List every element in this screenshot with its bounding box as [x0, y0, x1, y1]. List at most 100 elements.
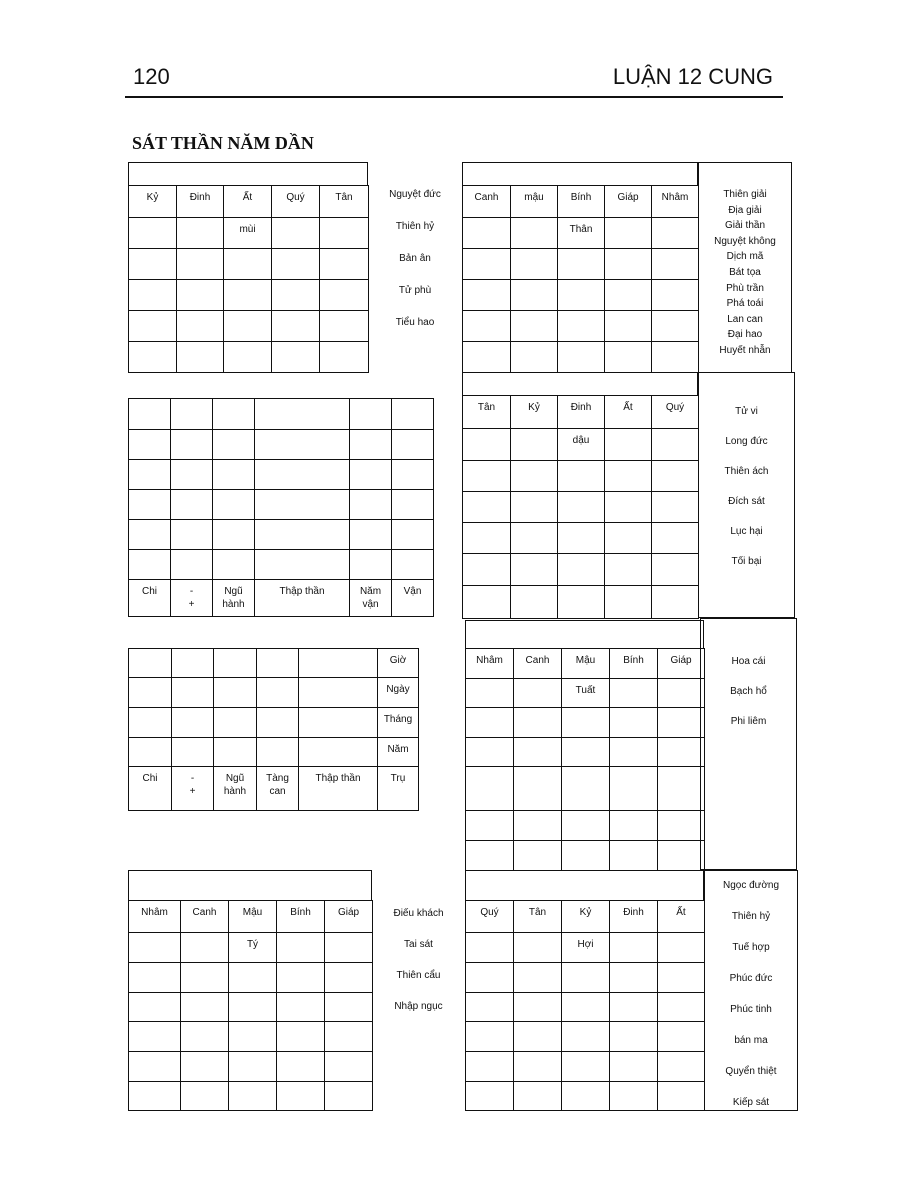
b1-middle-item: Nguyệt đức: [389, 189, 441, 200]
running-title: LUẬN 12 CUNG: [612, 64, 773, 89]
b2-side: Tử vi Long đức Thiên ách Đích sát Lục hại Tối…: [698, 372, 795, 618]
b3-left-cell: [213, 737, 257, 767]
b1-right-top-bar: [462, 162, 698, 186]
b3-left-cell: [171, 737, 214, 767]
b3-left-cell: [128, 648, 172, 678]
b4-middle: Điếu khách Tai sát Thiên cẩu Nhập ngục: [372, 870, 465, 1110]
b3-left-cell: [171, 707, 214, 738]
b3-left-cell: [298, 648, 378, 678]
b2-left-cell: [170, 429, 213, 460]
b4-left-cell: [276, 1051, 325, 1082]
b4-right-cell: [465, 992, 514, 1022]
b3-right-cell: [513, 840, 562, 871]
b1-side-item: Địa giải: [728, 204, 762, 216]
b3-right-cell: [561, 810, 610, 841]
b3-right-cell: [513, 678, 562, 708]
b2-left-cell: [391, 489, 434, 520]
b1-right-cell: Bính: [557, 185, 605, 218]
b4-left-cell: [128, 1051, 181, 1082]
b1-right-cell: [651, 310, 699, 342]
b2-right-cell: [462, 460, 511, 492]
b4-side-item: Tuế hợp: [732, 942, 770, 953]
b1-right-cell: [462, 310, 511, 342]
b2-right-cell: [462, 553, 511, 586]
b1-right-cell: [604, 279, 652, 311]
b4-middle-item: Thiên cẩu: [396, 970, 441, 981]
b3-right-cell: [561, 707, 610, 738]
b1-left-cell: [319, 310, 369, 342]
header-rule: [125, 96, 783, 98]
b2-right-cell: [462, 585, 511, 619]
b4-right-cell: [561, 1051, 610, 1082]
b3-side-item: Phi liêm: [730, 716, 767, 727]
b4-left-cell: Nhâm: [128, 900, 181, 933]
b3-right-cell: [657, 678, 705, 708]
b4-right-cell: Kỷ: [561, 900, 610, 933]
b4-left-cell: [180, 1021, 229, 1052]
b3-left-cell: Giờ: [377, 648, 419, 678]
b2-left-cell: [212, 549, 255, 580]
b4-right-cell: [561, 1081, 610, 1111]
b1-left-cell: [271, 310, 320, 342]
b2-left-cell: [170, 489, 213, 520]
b1-right-cell: [510, 341, 558, 373]
b1-left-cell: [176, 341, 224, 373]
b1-side-item: Đại hao: [727, 329, 763, 341]
b3-right-cell: Canh: [513, 648, 562, 679]
b1-left-cell: [176, 310, 224, 342]
b2-right-cell: Đinh: [557, 395, 605, 429]
b2-right-cell: [510, 491, 558, 523]
b2-left-cell: Vận: [391, 579, 434, 617]
b2-right-cell: [604, 428, 652, 461]
b4-left-cell: [228, 1021, 277, 1052]
b2-right-cell: [462, 522, 511, 554]
b4-left-cell: Giáp: [324, 900, 373, 933]
b4-left-cell: [276, 962, 325, 993]
b3-left-cell: Thập thần: [298, 766, 378, 811]
b3-right-cell: Giáp: [657, 648, 705, 679]
b1-left-cell: Đinh: [176, 185, 224, 218]
b2-left-cell: [349, 489, 392, 520]
b3-right-cell: [513, 766, 562, 811]
b4-right-cell: [465, 932, 514, 963]
b2-left-cell: [128, 549, 171, 580]
b3-right-cell: [465, 737, 514, 767]
b2-left-cell: [391, 549, 434, 580]
b4-right-cell: [609, 932, 658, 963]
b2-left-cell: [349, 459, 392, 490]
b2-right-cell: Ất: [604, 395, 652, 429]
b3-left-cell: [128, 737, 172, 767]
b4-left-cell: [180, 1081, 229, 1111]
b3-right-cell: [465, 810, 514, 841]
b4-right-cell: [657, 932, 705, 963]
b4-left-cell: [180, 992, 229, 1022]
b3-left-cell: [213, 648, 257, 678]
b2-left-cell: Ngũ hành: [212, 579, 255, 617]
b4-left-cell: [128, 962, 181, 993]
b4-middle-item: Nhập ngục: [394, 1001, 443, 1012]
b1-left-cell: [271, 248, 320, 280]
b2-right-cell: [557, 460, 605, 492]
b3-left-cell: Năm: [377, 737, 419, 767]
b4-side-item: Phúc tinh: [730, 1004, 772, 1015]
b2-left-cell: [349, 549, 392, 580]
b4-right-cell: [561, 1021, 610, 1052]
b1-left-cell: [176, 248, 224, 280]
b2-left-cell: [170, 459, 213, 490]
b2-right-cell: [510, 522, 558, 554]
b2-left-cell: - +: [170, 579, 213, 617]
b1-right-cell: [557, 279, 605, 311]
b4-right-cell: [561, 962, 610, 993]
b3-right-cell: [657, 840, 705, 871]
b1-left-cell: [128, 217, 177, 249]
b1-left-cell: [223, 279, 272, 311]
b2-right-cell: [651, 428, 699, 461]
b2-left-cell: [212, 489, 255, 520]
b2-right-cell: Kỷ: [510, 395, 558, 429]
b4-right-cell: [465, 962, 514, 993]
b4-left-cell: [276, 932, 325, 963]
b4-left-cell: [228, 962, 277, 993]
b3-left-cell: [256, 648, 299, 678]
b4-right-cell: [609, 1081, 658, 1111]
b2-right-cell: Quý: [651, 395, 699, 429]
